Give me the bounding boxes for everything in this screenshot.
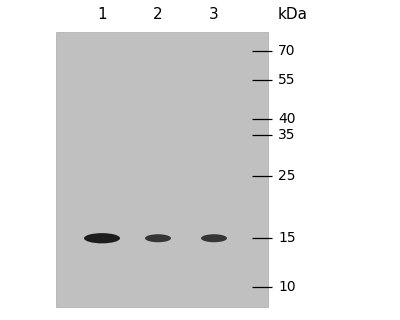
Ellipse shape	[201, 234, 227, 242]
Text: 3: 3	[209, 7, 219, 22]
Text: 15: 15	[278, 231, 296, 245]
Text: 1: 1	[97, 7, 107, 22]
Text: 2: 2	[153, 7, 163, 22]
Ellipse shape	[84, 233, 120, 243]
Text: 10: 10	[278, 280, 296, 294]
Text: 70: 70	[278, 44, 296, 58]
Text: 55: 55	[278, 74, 296, 87]
Text: 35: 35	[278, 128, 296, 142]
Text: 25: 25	[278, 169, 296, 183]
Text: kDa: kDa	[278, 7, 308, 22]
Bar	[56, 32, 268, 307]
Ellipse shape	[145, 234, 171, 242]
Text: 40: 40	[278, 112, 296, 126]
